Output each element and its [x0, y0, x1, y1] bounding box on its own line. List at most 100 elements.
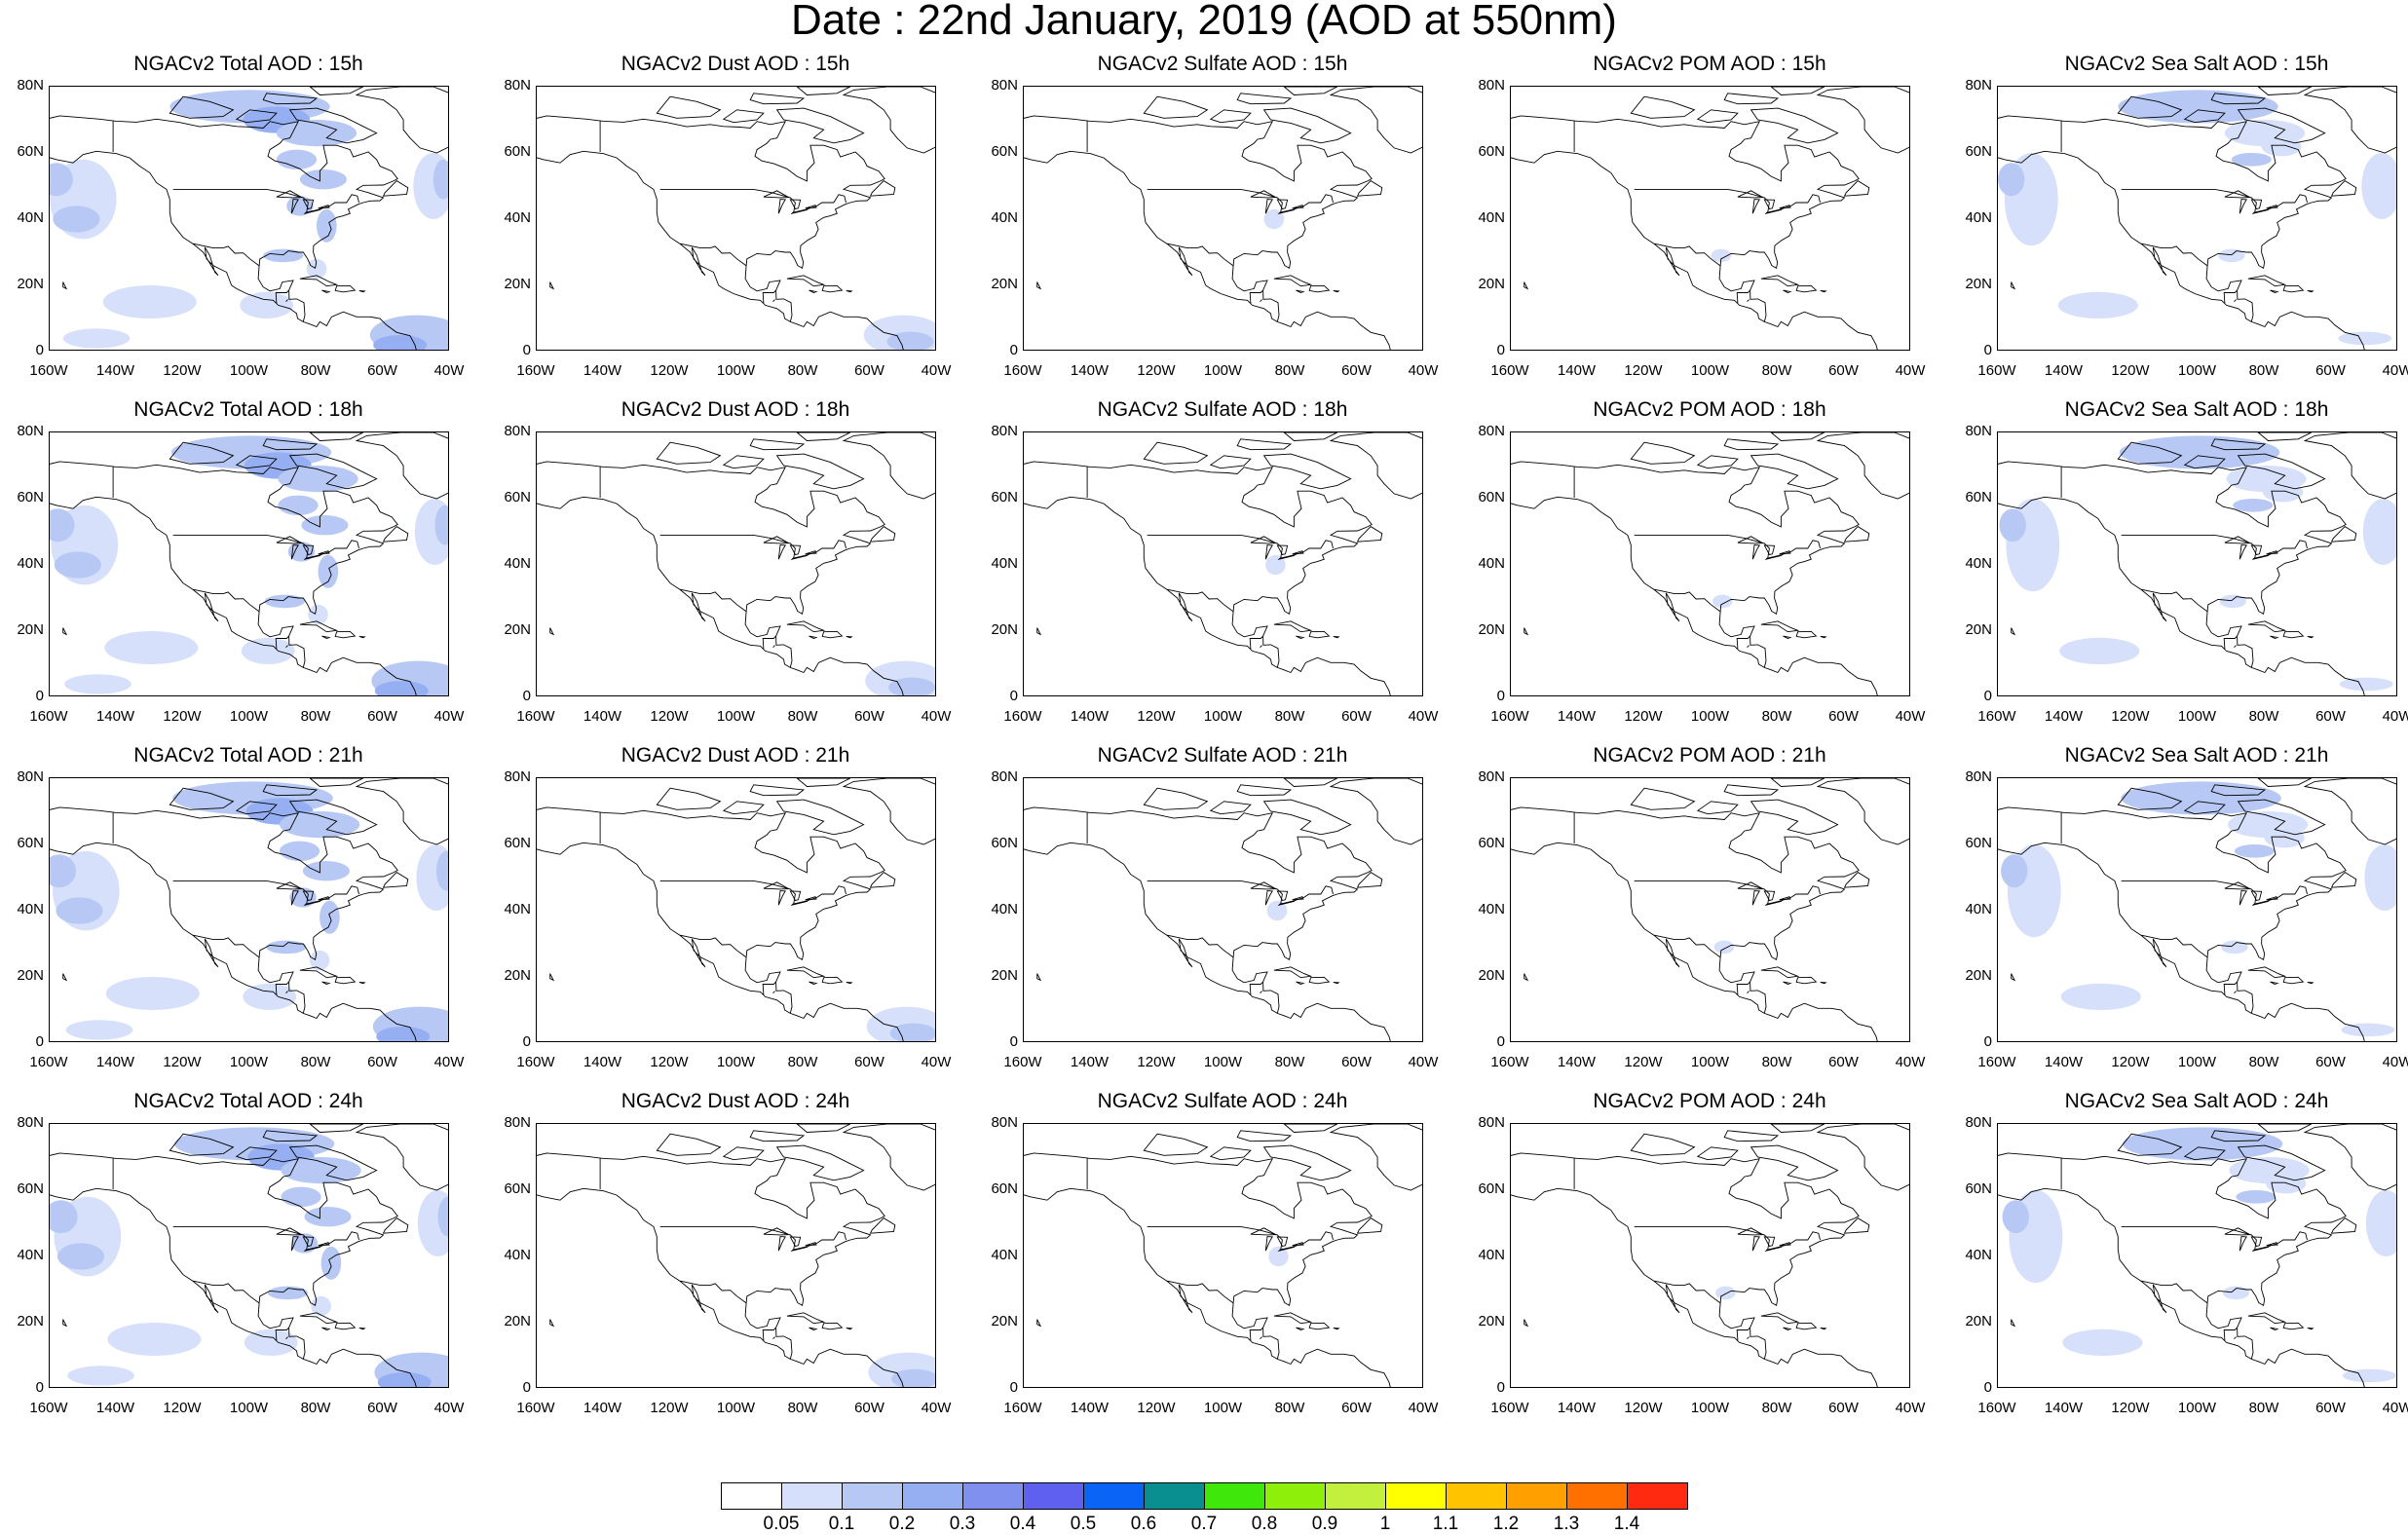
panel-title: NGACv2 Sulfate AOD : 18h	[1097, 398, 1348, 421]
coastline	[1696, 455, 1739, 469]
coastline	[358, 635, 366, 639]
country-border	[1167, 1280, 1234, 1304]
lat-tick-label: 40N	[1965, 1247, 1992, 1263]
lat-tick-label: 60N	[1478, 143, 1505, 160]
coastline	[62, 973, 68, 982]
aod-map	[1998, 778, 2396, 1041]
coastline	[656, 787, 722, 810]
lon-tick-label: 160W	[1490, 1054, 1529, 1070]
coastline	[2210, 1130, 2267, 1142]
coastline	[722, 1146, 765, 1161]
coastline	[846, 635, 853, 639]
coastline	[749, 1130, 806, 1142]
lon-tick-label: 40W	[921, 1054, 952, 1070]
country-border	[659, 188, 847, 213]
aod-shading	[309, 950, 330, 971]
map-frame	[536, 777, 936, 1042]
coastline	[1750, 453, 1839, 490]
coastline	[1783, 635, 1792, 639]
lat-tick-label: 20N	[504, 276, 531, 292]
coastline	[1024, 1187, 1391, 1387]
coastline	[1998, 1187, 2365, 1387]
coastline	[50, 1187, 417, 1387]
coastline	[262, 784, 319, 797]
country-border	[2223, 635, 2238, 650]
coastline	[1630, 95, 1696, 119]
lon-tick-label: 140W	[2044, 1400, 2084, 1416]
aod-shading	[2261, 136, 2302, 157]
lon-tick-label: 60W	[1341, 708, 1372, 725]
map-frame	[1510, 86, 1910, 351]
coastline	[777, 1236, 786, 1252]
map-panel-sea-salt-0: NGACv2 Sea Salt AOD : 15h 80N 60N 40N 20N 0 16…	[1953, 53, 2408, 397]
aod-shading	[50, 1200, 78, 1234]
coastline	[777, 199, 786, 214]
aod-map	[537, 432, 935, 695]
aod-shading	[105, 977, 200, 1010]
coastline	[537, 1152, 885, 1360]
country-border	[1249, 289, 1263, 304]
coastline	[549, 281, 555, 290]
panel-title: NGACv2 POM AOD : 15h	[1593, 53, 1826, 75]
aod-shading	[1713, 940, 1735, 955]
coastline	[796, 778, 851, 787]
coastline	[789, 890, 802, 902]
panel-title: NGACv2 Dust AOD : 18h	[621, 398, 850, 421]
coastline	[334, 976, 357, 985]
aod-shading	[377, 1372, 432, 1387]
lon-tick-label: 80W	[2248, 362, 2279, 379]
panel-title: NGACv2 Total AOD : 24h	[133, 1090, 363, 1112]
lon-tick-label: 80W	[2248, 1400, 2279, 1416]
country-border	[1260, 645, 1262, 649]
coastlines	[537, 432, 935, 695]
lon-tick-label: 80W	[787, 1054, 818, 1070]
lon-tick-label: 120W	[1624, 1400, 1663, 1416]
lon-tick-label: 160W	[1003, 1054, 1042, 1070]
coastline	[1696, 1146, 1739, 1161]
coastline	[2239, 199, 2247, 214]
aod-shading	[2365, 1190, 2396, 1256]
aod-shading	[266, 940, 307, 955]
lon-tick-label: 60W	[367, 708, 397, 725]
lat-tick-label: 20N	[1965, 621, 1992, 638]
country-border	[1249, 635, 1263, 650]
lat-tick-label: 80N	[17, 1114, 44, 1131]
panel-title: NGACv2 Dust AOD : 24h	[621, 1090, 850, 1112]
aod-shading	[299, 169, 347, 190]
aod-shading	[241, 637, 295, 664]
aod-shading	[280, 811, 360, 839]
coastline	[1630, 441, 1696, 465]
coastlines	[1511, 432, 1909, 695]
coastline	[1795, 1322, 1818, 1330]
coastline	[1723, 438, 1780, 451]
lon-tick-label: 140W	[1557, 708, 1597, 725]
coastline	[537, 461, 885, 668]
coastline	[2210, 784, 2267, 797]
aod-shading	[64, 674, 132, 694]
lat-tick-label: 80N	[504, 768, 531, 785]
coastline	[2307, 1327, 2314, 1330]
aod-shading	[1999, 508, 2026, 543]
lat-tick-label: 40N	[1478, 555, 1505, 572]
lat-tick-label: 20N	[1478, 1313, 1505, 1329]
lon-tick-label: 80W	[300, 708, 331, 725]
aod-map	[537, 778, 935, 1041]
coastline	[869, 872, 896, 888]
aod-shading	[435, 850, 448, 891]
country-border	[1147, 1225, 1334, 1251]
coastline	[775, 1144, 865, 1181]
lon-tick-label: 80W	[300, 1400, 331, 1416]
country-border	[285, 991, 288, 994]
lat-tick-label: 80N	[991, 77, 1018, 94]
lon-tick-label: 60W	[367, 1400, 397, 1416]
lon-tick-label: 160W	[29, 362, 68, 379]
country-border	[1736, 981, 1750, 995]
coastline	[1143, 787, 1209, 810]
coastline	[2303, 87, 2396, 154]
coastline	[290, 199, 299, 214]
lat-tick-label: 0	[1983, 1379, 1992, 1396]
lat-tick-label: 20N	[17, 1313, 44, 1329]
lat-tick-label: 0	[1983, 688, 1992, 704]
lat-tick-label: 40N	[1478, 901, 1505, 917]
lat-tick-label: 40N	[17, 555, 44, 572]
